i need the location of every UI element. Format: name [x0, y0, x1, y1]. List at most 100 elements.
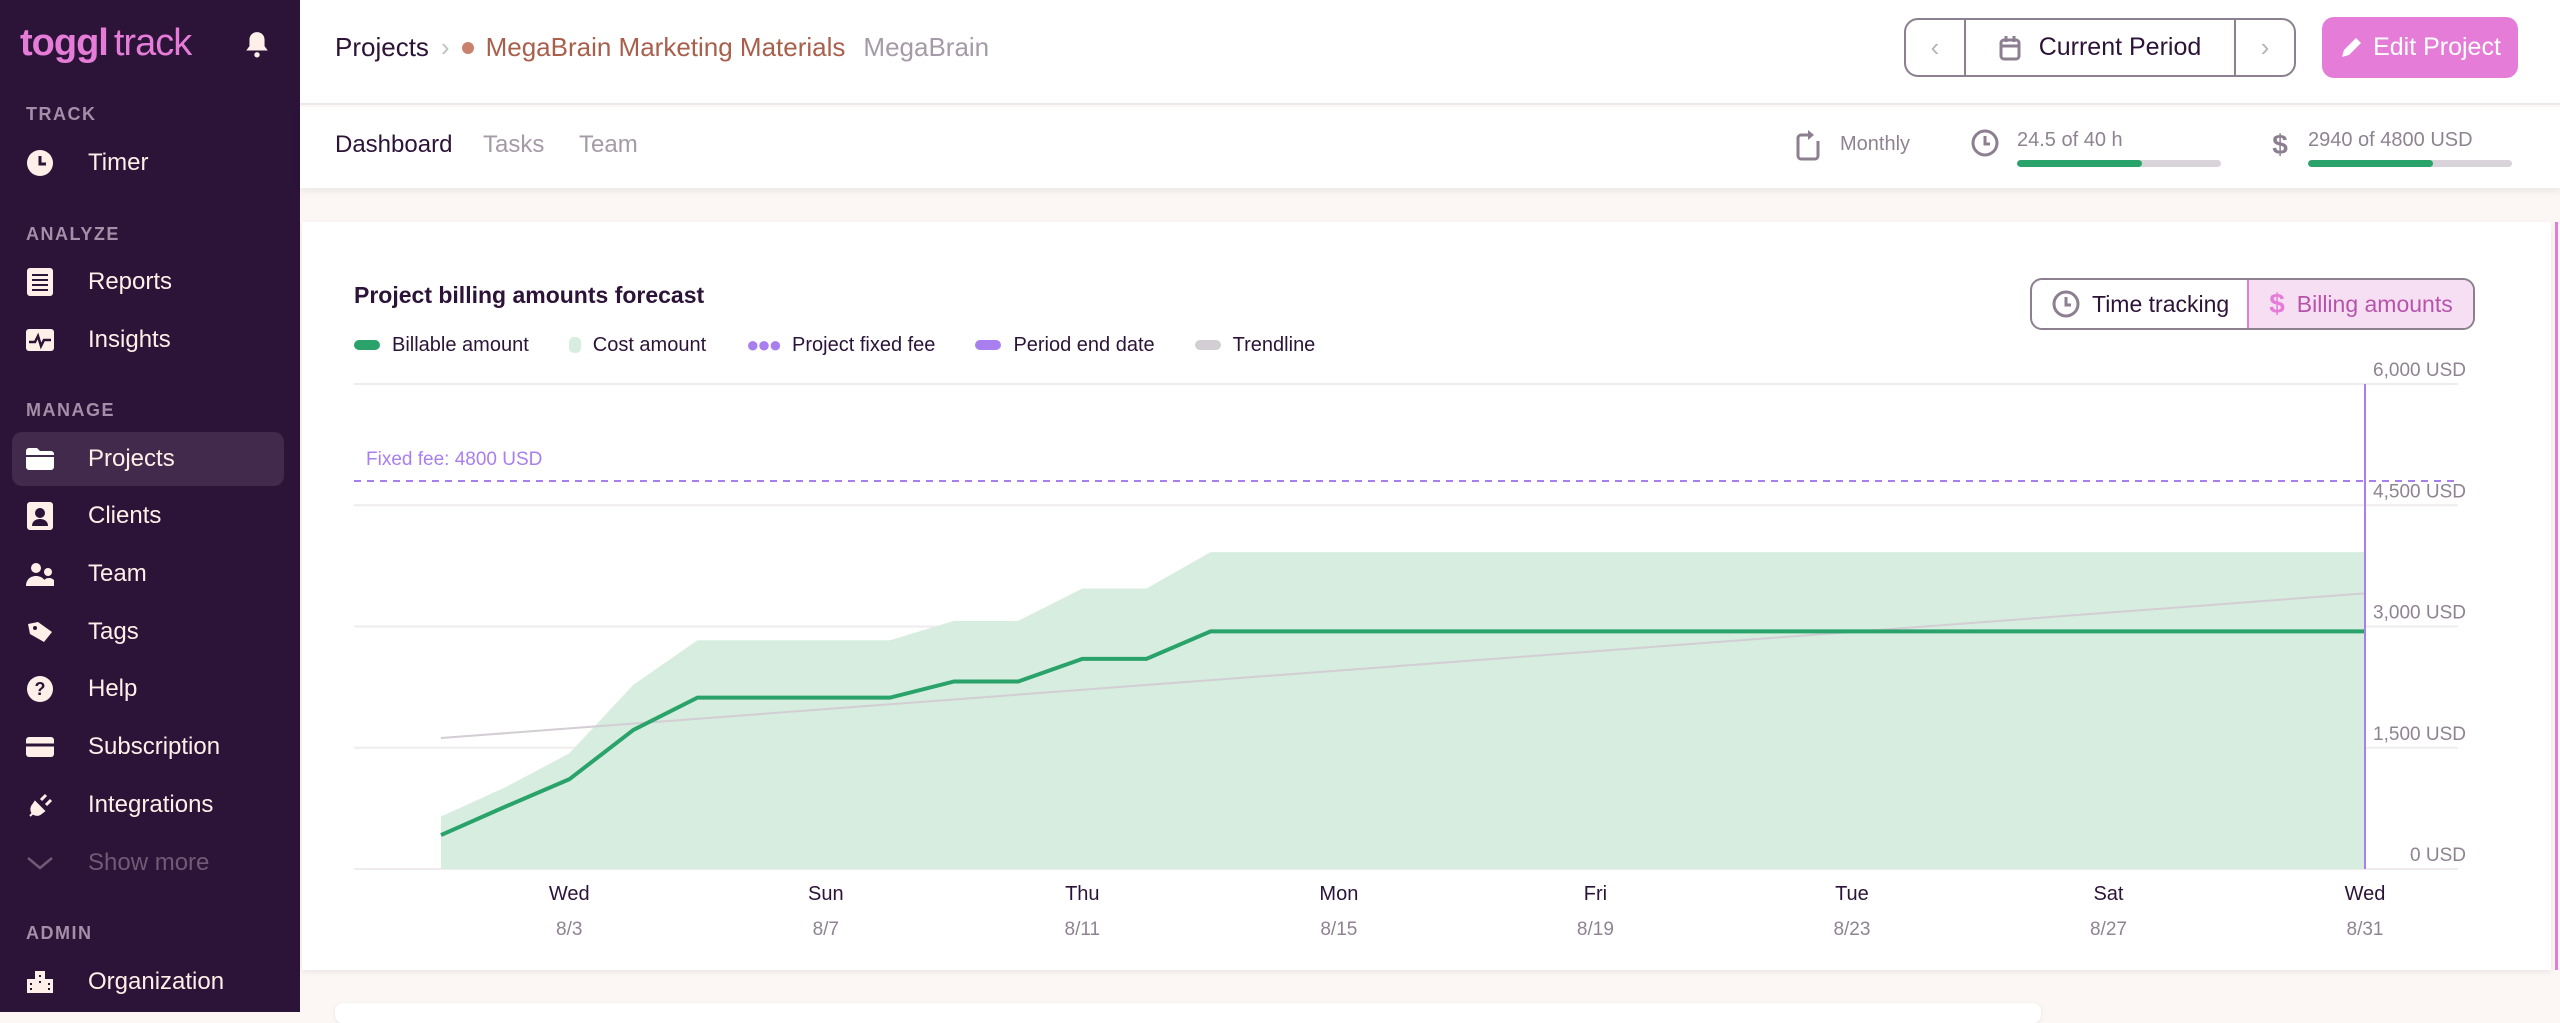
repeat-icon: [1796, 130, 1820, 161]
sidebar-item-label: Help: [88, 675, 138, 702]
recurrence-label: Monthly: [1840, 133, 1911, 155]
tabs-bar: Dashboard Tasks Team Monthly 24.5 of 40 …: [300, 107, 2560, 188]
time-tracking-label: Time tracking: [2092, 290, 2230, 317]
section-admin: ADMIN: [26, 923, 93, 943]
edit-project-button[interactable]: Edit Project: [2322, 17, 2518, 78]
reports-icon: [26, 268, 54, 296]
x-tick-day: Wed: [549, 883, 590, 905]
breadcrumb: Projects › MegaBrain Marketing Materials…: [335, 32, 989, 63]
building-icon: [26, 968, 54, 996]
sidebar-item-integrations[interactable]: Integrations: [12, 778, 284, 832]
svg-text:?: ?: [35, 679, 46, 699]
x-tick-date: 8/3: [556, 919, 582, 940]
x-tick-day: Tue: [1835, 883, 1869, 905]
time-tracking-toggle[interactable]: Time tracking: [2032, 280, 2249, 328]
billing-forecast-card: Project billing amounts forecast Billabl…: [302, 222, 2551, 970]
y-tick-label: 6,000 USD: [2373, 360, 2466, 381]
period-label: Current Period: [2038, 33, 2202, 61]
svg-text:$: $: [2272, 129, 2288, 159]
sidebar-item-label: Timer: [88, 149, 149, 176]
x-tick-day: Fri: [1584, 883, 1607, 905]
next-period-button[interactable]: ›: [2260, 32, 2270, 62]
x-tick-day: Sat: [2093, 883, 2123, 905]
x-tick-day: Wed: [2345, 883, 2386, 905]
edit-project-label: Edit Project: [2373, 33, 2501, 61]
sidebar-item-label: Insights: [88, 326, 171, 353]
clock-icon: [26, 149, 54, 177]
sidebar-item-label: Subscription: [88, 733, 221, 760]
chevron-right-icon: ›: [440, 32, 450, 62]
hours-stat: 24.5 of 40 h: [1971, 129, 2221, 167]
toggl-track-logo[interactable]: toggl track: [20, 22, 192, 65]
sidebar-item-insights[interactable]: Insights: [12, 313, 284, 367]
legend-label: Project fixed fee: [792, 333, 936, 356]
billing-forecast-chart: 0 USD 1,500 USD 3,000 USD 4,500 USD 6,000 US…: [354, 360, 2466, 940]
legend-billable: Billable amount: [354, 332, 529, 358]
calendar-icon: [1999, 35, 2021, 60]
sidebar-item-subscription[interactable]: Subscription: [12, 720, 284, 774]
y-tick-label: 1,500 USD: [2373, 724, 2466, 745]
previous-period-button[interactable]: ‹: [1930, 32, 1940, 62]
legend-period-end: Period end date: [975, 332, 1155, 358]
legend-swatch: [568, 337, 581, 353]
billing-amounts-toggle[interactable]: $ Billing amounts: [2247, 280, 2473, 328]
sidebar-item-clients[interactable]: Clients: [12, 489, 284, 543]
legend-fixed-fee: ●●● Project fixed fee: [746, 332, 935, 358]
tag-icon: [26, 618, 54, 646]
amount-progress-bar: [2308, 160, 2512, 167]
section-manage: MANAGE: [26, 400, 115, 420]
sidebar-item-label: Integrations: [88, 791, 214, 818]
sidebar-item-team[interactable]: Team: [12, 547, 284, 601]
sidebar-item-reports[interactable]: Reports: [12, 255, 284, 309]
legend-swatch: [1194, 340, 1221, 350]
folder-icon: [26, 445, 54, 473]
billing-amounts-label: Billing amounts: [2296, 290, 2453, 317]
project-name: MegaBrain Marketing Materials: [485, 32, 846, 62]
x-tick-day: Mon: [1319, 883, 1358, 905]
sidebar-item-organization[interactable]: Organization: [12, 955, 284, 1009]
sidebar-item-timer[interactable]: Timer: [12, 136, 284, 190]
chevron-down-icon: [26, 849, 54, 877]
amount-stat: $ 2940 of 4800 USD: [2270, 129, 2512, 167]
hours-label: 24.5 of 40 h: [2017, 129, 2123, 151]
trendline: [440, 592, 2366, 740]
section-track: TRACK: [26, 104, 97, 124]
sidebar: toggl track TRACK ANALYZE MANAGE ADMIN Ti…: [0, 0, 300, 1012]
hours-progress-fill: [2017, 160, 2142, 167]
x-tick-date: 8/31: [2347, 919, 2384, 940]
logo-light: track: [113, 22, 192, 64]
x-tick-date: 8/23: [1833, 919, 1870, 940]
legend-swatch: [354, 340, 380, 350]
legend-label: Cost amount: [592, 333, 707, 356]
sidebar-item-label: Reports: [88, 268, 173, 295]
y-tick-label: 4,500 USD: [2373, 481, 2466, 502]
x-tick-date: 8/11: [1065, 919, 1101, 940]
legend-label: Period end date: [1013, 333, 1155, 356]
x-tick-day: Sun: [808, 883, 844, 905]
sidebar-item-label: Projects: [88, 445, 175, 472]
tab-team[interactable]: Team: [579, 131, 638, 158]
tab-dashboard[interactable]: Dashboard: [335, 131, 453, 158]
sidebar-item-help[interactable]: ? Help: [12, 662, 284, 716]
sidebar-show-more[interactable]: Show more: [12, 836, 284, 890]
chart-title: Project billing amounts forecast: [354, 282, 705, 308]
plug-icon: [26, 791, 54, 819]
billable-amount-line: [440, 629, 2365, 837]
chart-legend: Billable amount Cost amount ●●● Project f…: [354, 332, 1315, 358]
legend-swatch: [975, 340, 1002, 350]
tab-tasks[interactable]: Tasks: [483, 131, 545, 158]
fixed-fee-label: Fixed fee: 4800 USD: [366, 449, 542, 470]
breadcrumb-projects-link[interactable]: Projects: [335, 32, 429, 62]
legend-swatch: ●●●: [746, 332, 782, 357]
sidebar-item-tags[interactable]: Tags: [12, 605, 284, 659]
hours-progress-bar: [2017, 160, 2221, 167]
pencil-icon: [2342, 37, 2362, 57]
sidebar-item-label: Organization: [88, 968, 225, 995]
sidebar-item-projects[interactable]: Projects: [12, 432, 284, 486]
legend-cost: Cost amount: [568, 332, 707, 358]
bell-icon[interactable]: [244, 30, 270, 58]
secondary-card: [335, 1003, 2041, 1023]
clock-icon: [1971, 129, 1999, 157]
current-period-button[interactable]: Current Period: [1964, 20, 2236, 75]
recurrence-stat: Monthly: [1796, 129, 1910, 161]
